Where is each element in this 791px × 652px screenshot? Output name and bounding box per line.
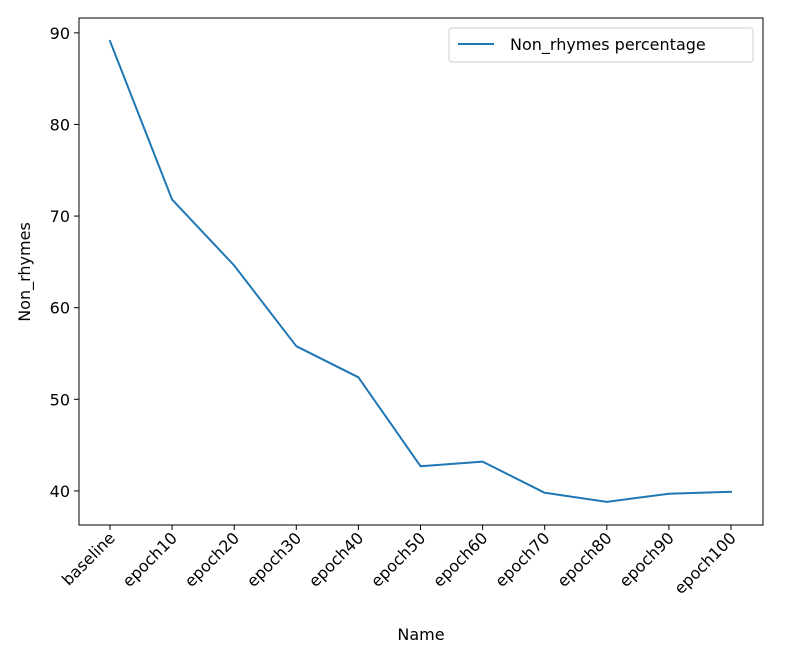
x-tick-label: epoch100 xyxy=(670,528,739,597)
series-layer xyxy=(108,39,733,503)
plot-background xyxy=(79,18,763,525)
y-tick-label: 70 xyxy=(50,207,70,226)
y-tick-label: 50 xyxy=(50,390,70,409)
y-axis-ticks: 40 50 60 70 80 90 xyxy=(50,24,79,501)
x-tick-label: epoch40 xyxy=(305,528,367,590)
x-tick-label: epoch60 xyxy=(429,528,491,590)
y-tick-label: 80 xyxy=(50,115,70,134)
x-tick-label: epoch70 xyxy=(491,528,553,590)
x-tick-label: epoch50 xyxy=(367,528,429,590)
x-tick-label: epoch10 xyxy=(119,528,181,590)
plot-frame xyxy=(78,17,764,526)
y-tick-label: 60 xyxy=(50,299,70,318)
y-tick-label: 40 xyxy=(50,482,70,501)
x-tick-label: epoch30 xyxy=(243,528,305,590)
legend-box xyxy=(448,27,754,63)
legend-label: Non_rhymes percentage xyxy=(510,35,706,55)
y-axis-label: Non_rhymes xyxy=(15,222,35,322)
x-tick-label: epoch90 xyxy=(615,528,677,590)
x-axis-label: Name xyxy=(397,625,444,644)
legend: Non_rhymes percentage xyxy=(448,27,754,63)
series-line xyxy=(108,39,733,503)
x-tick-label: epoch20 xyxy=(181,528,243,590)
y-tick-label: 90 xyxy=(50,24,70,43)
x-axis-ticks: baseline epoch10 epoch20 epoch30 epoch40 epoc… xyxy=(58,525,740,598)
x-tick-label: baseline xyxy=(58,528,119,589)
x-tick-label: epoch80 xyxy=(553,528,615,590)
